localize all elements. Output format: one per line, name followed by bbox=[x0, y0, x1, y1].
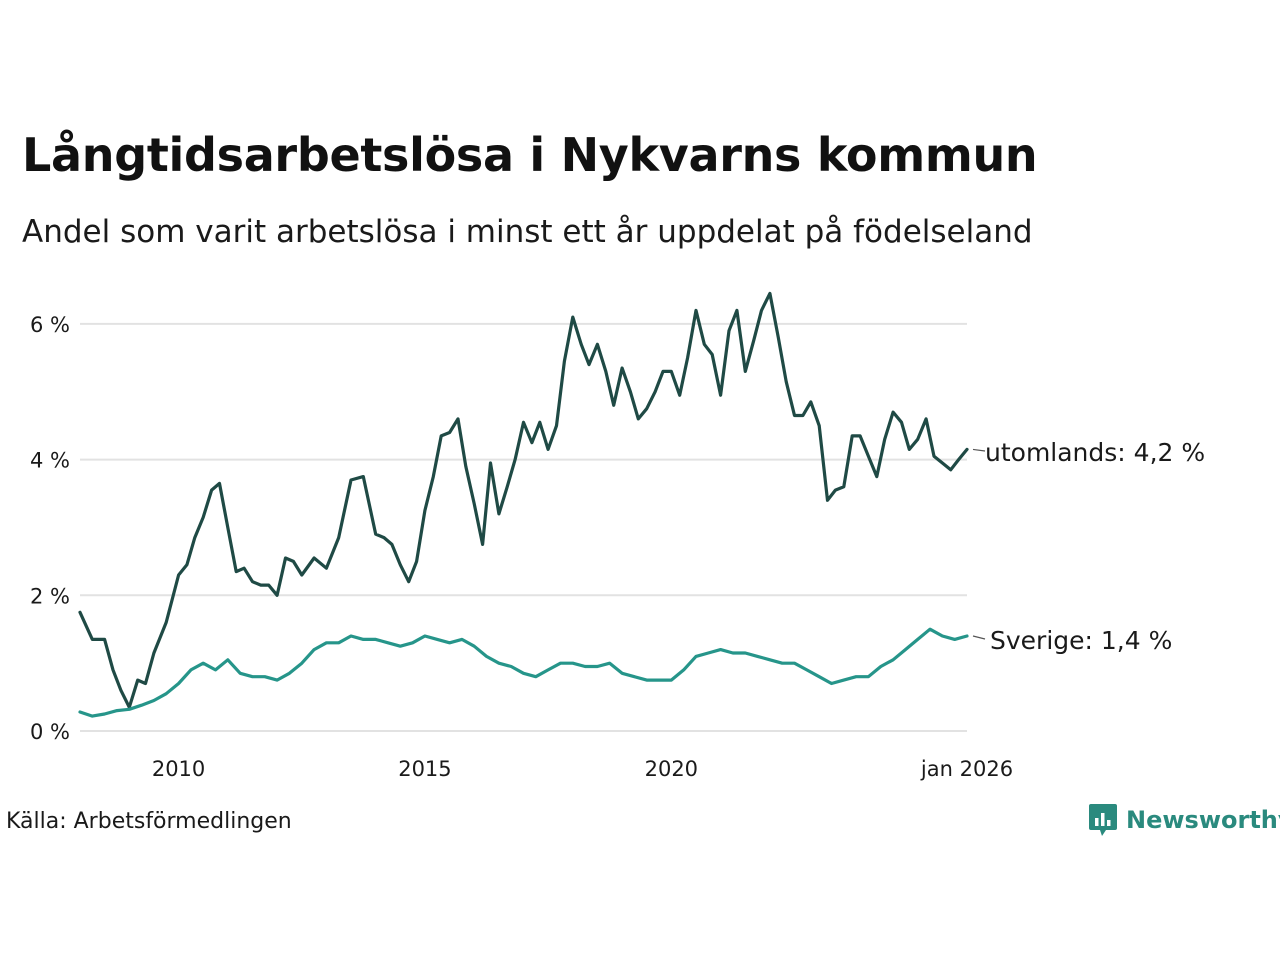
end-label-sverige: Sverige: 1,4 % bbox=[990, 626, 1172, 655]
brand-name: Newsworthy bbox=[1126, 806, 1280, 834]
bar-chart-speech-bubble-icon bbox=[1089, 804, 1117, 836]
y-tick-label: 2 % bbox=[30, 584, 70, 608]
source-note: Källa: Arbetsförmedlingen bbox=[6, 809, 292, 834]
y-tick-label: 6 % bbox=[30, 313, 70, 337]
x-axis-ticks: 2010 2015 2020 jan 2026 bbox=[152, 757, 1013, 781]
end-label-connector bbox=[972, 635, 986, 640]
y-tick-label: 4 % bbox=[30, 449, 70, 473]
chart-subtitle: Andel som varit arbetslösa i minst ett å… bbox=[22, 214, 1033, 250]
x-tick-label: 2015 bbox=[398, 757, 451, 781]
series-lines bbox=[78, 291, 969, 718]
brand-logo[interactable]: Newsworthy bbox=[1088, 802, 1280, 838]
series-end-labels: utomlands: 4,2 % Sverige: 1,4 % bbox=[972, 438, 1205, 655]
y-tick-label: 0 % bbox=[30, 720, 70, 744]
x-tick-label: 2020 bbox=[645, 757, 698, 781]
series-line-sverige bbox=[78, 627, 969, 718]
x-tick-label: jan 2026 bbox=[920, 757, 1013, 781]
end-label-connector bbox=[972, 448, 986, 452]
series-line-utomlands bbox=[78, 291, 969, 709]
chart-title: Långtidsarbetslösa i Nykvarns kommun bbox=[22, 128, 1038, 182]
end-label-utomlands: utomlands: 4,2 % bbox=[985, 438, 1205, 467]
y-axis-ticks: 0 % 2 % 4 % 6 % bbox=[30, 313, 70, 744]
gridlines bbox=[80, 322, 967, 732]
x-tick-label: 2010 bbox=[152, 757, 205, 781]
